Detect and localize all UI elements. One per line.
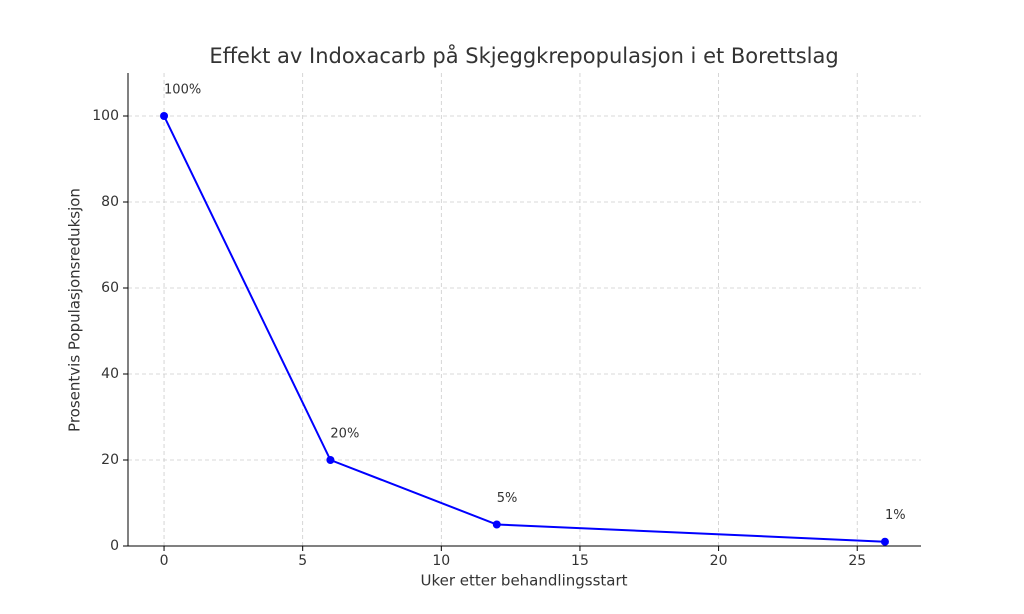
x-tick-label: 10 [432, 553, 450, 569]
x-tick-label: 5 [298, 553, 307, 569]
y-tick-label: 20 [101, 452, 119, 468]
data-label: 1% [885, 508, 906, 523]
line [163, 115, 885, 543]
data-label: 20% [330, 427, 359, 442]
y-tick-label: 0 [110, 538, 119, 554]
point [492, 520, 501, 529]
x-tick-label: 20 [710, 553, 728, 569]
point [326, 456, 335, 464]
y-tick-label: 40 [101, 366, 119, 382]
point [880, 537, 889, 546]
x-tick-label: 15 [571, 553, 589, 569]
y-tick-label: 100 [92, 108, 119, 124]
data-label: 100% [164, 83, 201, 98]
x-axis-label: Uker etter behandlingsstart [420, 572, 627, 590]
y-tick-label: 60 [101, 280, 119, 296]
y-axis-label: Prosentvis Populasjonsreduksjon [66, 188, 84, 432]
point [160, 112, 169, 120]
data-label: 5% [497, 491, 518, 506]
chart-title: Effekt av Indoxacarb på Skjeggkrepopulas… [209, 43, 838, 68]
y-tick-label: 80 [101, 194, 119, 210]
x-tick-label: 0 [160, 553, 169, 569]
x-tick-label: 25 [848, 553, 866, 569]
